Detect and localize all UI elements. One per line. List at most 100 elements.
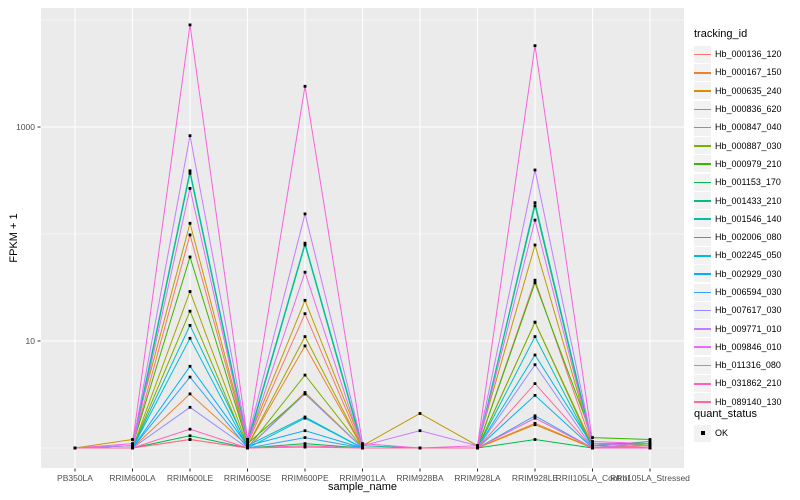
legend-entry-Hb_007617_030: Hb_007617_030	[694, 301, 800, 319]
legend-key-swatch	[694, 210, 711, 228]
series-color-line-icon	[694, 273, 711, 275]
x-tick-label: RRII105LA_Stressed	[610, 473, 690, 483]
legend-entry-Hb_011316_080: Hb_011316_080	[694, 356, 800, 374]
series-color-line-icon	[694, 218, 711, 220]
series-color-line-icon	[694, 382, 711, 385]
legend-key-swatch	[694, 246, 711, 264]
legend-key-swatch	[694, 301, 711, 319]
x-tick-label: PB350LA	[57, 473, 93, 483]
legend-entry-label: Hb_002006_080	[715, 232, 782, 243]
legend-entry-label: Hb_089140_130	[715, 396, 782, 407]
legend-entry-label: Hb_002245_050	[715, 250, 782, 261]
series-color-line-icon	[694, 291, 711, 294]
legend-quant-status: quant_status OK	[694, 408, 800, 442]
x-tick-label: RRIM928BA	[396, 473, 444, 483]
series-color-line-icon	[694, 126, 711, 129]
legend-key-swatch	[694, 356, 711, 374]
series-color-line-icon	[694, 401, 711, 403]
legend-entry-Hb_002006_080: Hb_002006_080	[694, 228, 800, 246]
legend-entry-Hb_001433_210: Hb_001433_210	[694, 191, 800, 210]
legend-entry-label: Hb_000979_210	[715, 158, 782, 169]
x-tick-label: RRIM928LA	[454, 473, 501, 483]
legend-key-swatch	[694, 100, 711, 118]
legend-entry-Hb_031862_210: Hb_031862_210	[694, 374, 800, 392]
legend-entry-Hb_001546_140: Hb_001546_140	[694, 210, 800, 228]
y-tick-labels: 10 1000	[16, 122, 35, 346]
x-tick-label: RRIM600SE	[224, 473, 272, 483]
x-tick-label: RRIM928LE	[512, 473, 559, 483]
legend-key-swatch	[694, 45, 711, 63]
legend-entry-label: OK	[715, 428, 729, 439]
legend-entry-Hb_089140_130: Hb_089140_130	[694, 393, 800, 411]
x-axis-title: sample_name	[327, 481, 398, 493]
legend-key-swatch	[694, 228, 711, 246]
legend-key-swatch	[694, 393, 711, 411]
legend-entry-Hb_000836_620: Hb_000836_620	[694, 100, 800, 118]
square-point-icon	[700, 431, 705, 436]
legend-entry-label: Hb_001153_170	[715, 177, 781, 188]
legend-key-swatch	[694, 82, 711, 100]
legend-entry-label: Hb_007617_030	[715, 305, 782, 316]
legend-entry-ok: OK	[694, 424, 800, 442]
legend-key-swatch	[694, 155, 711, 173]
legend-key-swatch	[694, 338, 711, 356]
legend-entry-label: Hb_009846_010	[715, 341, 782, 352]
legend-entry-Hb_000847_040: Hb_000847_040	[694, 118, 800, 136]
legend2-title: quant_status	[694, 408, 757, 420]
legend-key-swatch	[694, 118, 711, 136]
series-color-line-icon	[694, 53, 711, 56]
legend-key-swatch	[694, 283, 711, 301]
series-color-line-icon	[694, 90, 711, 92]
series-color-line-icon	[694, 163, 711, 166]
data-points	[73, 23, 652, 450]
series-color-line-icon	[694, 346, 711, 348]
legend-key-swatch	[694, 173, 711, 191]
legend-entry-label: Hb_001433_210	[715, 195, 782, 206]
legend-key-swatch	[694, 137, 711, 155]
legend-entry-Hb_000635_240: Hb_000635_240	[694, 82, 800, 100]
legend-entry-Hb_009771_010: Hb_009771_010	[694, 319, 800, 338]
series-color-line-icon	[694, 236, 711, 239]
series-color-line-icon	[694, 145, 711, 147]
x-tick-label: RRII105LA_Control	[556, 473, 630, 483]
legend-entry-label: Hb_031862_210	[715, 378, 782, 389]
x-tick-label: RRIM901LA	[339, 473, 386, 483]
legend-key-swatch	[694, 192, 711, 210]
legend-entry-label: Hb_000847_040	[715, 122, 782, 133]
legend-entry-Hb_000136_120: Hb_000136_120	[694, 45, 800, 63]
legend-entry-label: Hb_000167_150	[715, 67, 782, 78]
legend-entry-label: Hb_002929_030	[715, 268, 782, 279]
x-tick-labels: PB350LA RRIM600LA RRIM600LE RRIM600SE RRIM60…	[57, 473, 690, 483]
legend-entry-Hb_002245_050: Hb_002245_050	[694, 246, 800, 264]
legend-entry-label: Hb_006594_030	[715, 287, 782, 297]
series-color-line-icon	[694, 181, 711, 184]
series-color-line-icon	[694, 200, 711, 202]
x-tick-label: RRIM600LA	[109, 473, 156, 483]
y-axis-title: FPKM + 1	[8, 213, 20, 263]
legend-entry-Hb_000887_030: Hb_000887_030	[694, 136, 800, 155]
legend-tracking-id: tracking_id Hb_000136_120 Hb_000167_150 Hb…	[694, 28, 800, 411]
legend-entry-Hb_002929_030: Hb_002929_030	[694, 265, 800, 283]
legend-key-swatch	[694, 374, 711, 392]
series-color-line-icon	[694, 328, 711, 330]
legend-entry-Hb_000979_210: Hb_000979_210	[694, 155, 800, 173]
quant-status-key	[694, 424, 711, 442]
legend-key-swatch	[694, 320, 711, 338]
series-color-line-icon	[694, 108, 711, 111]
legend-entry-label: Hb_000136_120	[715, 49, 782, 60]
legend-entry-Hb_000167_150: Hb_000167_150	[694, 63, 800, 81]
series-color-line-icon	[694, 364, 711, 367]
legend-entry-label: Hb_000635_240	[715, 85, 782, 96]
x-tick-label: RRIM600PE	[281, 473, 329, 483]
legend-key-swatch	[694, 265, 711, 283]
series-color-line-icon	[694, 309, 711, 312]
legend-entry-label: Hb_000887_030	[715, 140, 782, 151]
series-color-line-icon	[694, 254, 711, 257]
series-color-line-icon	[694, 71, 711, 74]
legend-entry-label: Hb_001546_140	[715, 213, 782, 224]
legend-title: tracking_id	[694, 28, 748, 40]
legend-entry-label: Hb_009771_010	[715, 323, 782, 334]
legend-entry-Hb_009846_010: Hb_009846_010	[694, 338, 800, 356]
